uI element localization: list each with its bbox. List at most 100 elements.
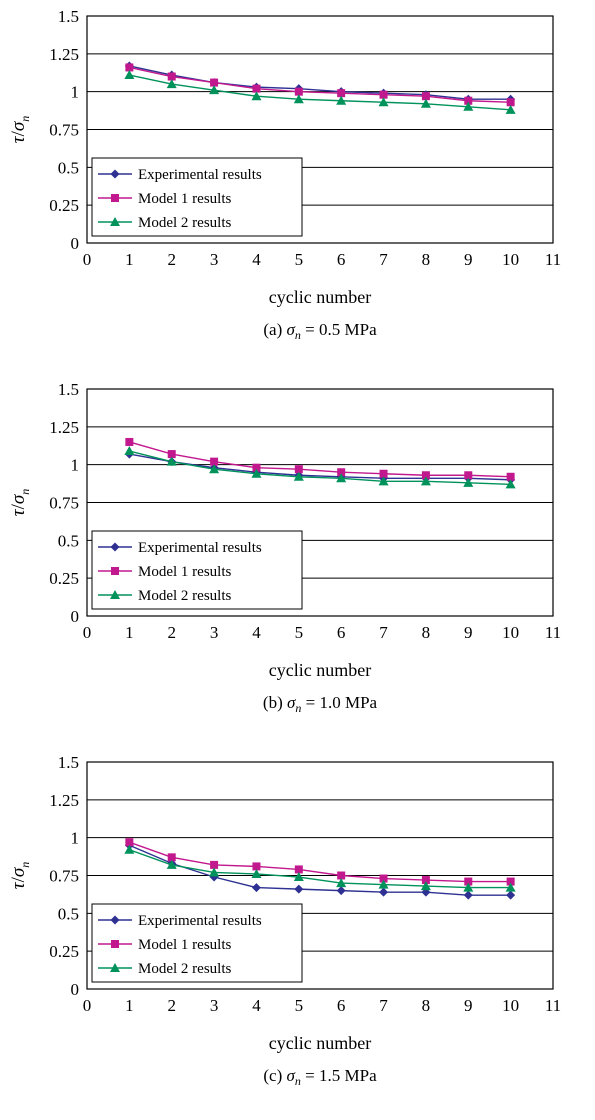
chart-panel-c: 0 0.25 0.5 0.75 1 1.25 1.5 0 1 2 3 4 5 6 7 8 9 10 11 cyclic…: [0, 746, 595, 1119]
data-point-series-1: [251, 883, 261, 893]
data-point-series-3: [420, 881, 431, 891]
data-point-series-2: [167, 853, 176, 862]
x-tick-label: 5: [295, 996, 304, 1015]
legend-box: [91, 157, 303, 237]
x-tick-label: 0: [83, 623, 92, 642]
legend-label-3: Model 2 results: [138, 588, 231, 604]
legend-label-1: Experimental results: [138, 540, 262, 556]
x-tick-label: 6: [337, 996, 346, 1015]
x-tick-label: 6: [337, 250, 346, 269]
legend-label-1: Experimental results: [138, 167, 262, 183]
x-axis-label: cyclic number: [269, 287, 371, 307]
y-label-denominator: σ: [8, 121, 29, 131]
data-point-series-2: [464, 877, 473, 886]
y-tick-label: 0.75: [49, 867, 79, 886]
series-line-1: [129, 65, 511, 100]
x-tick-label: 11: [545, 996, 561, 1015]
data-point-series-3: [166, 79, 177, 89]
data-point-series-3: [463, 882, 474, 892]
series-line-3: [129, 849, 511, 889]
series-line-3: [129, 450, 511, 486]
x-tick-label: 0: [83, 996, 92, 1015]
x-tick-label: 0: [83, 250, 92, 269]
x-axis-label: cyclic number: [269, 660, 371, 680]
x-tick-label: 8: [422, 623, 431, 642]
caption-prefix: (c): [263, 1066, 286, 1085]
data-point-series-3: [336, 473, 347, 483]
data-point-series-3: [378, 97, 389, 107]
data-point-series-3: [209, 464, 220, 474]
series-line-3: [129, 74, 511, 111]
data-point-series-3: [166, 456, 177, 466]
y-tick-label: 0.5: [58, 158, 79, 177]
data-point-series-3: [124, 70, 135, 80]
y-tick-label: 1.5: [58, 7, 79, 26]
caption-subscript: n: [295, 701, 301, 715]
legend-marker-3: [110, 217, 120, 226]
caption-symbol: σ: [287, 320, 296, 339]
y-tick-label: 0.25: [49, 942, 79, 961]
data-point-series-3: [420, 476, 431, 486]
y-tick-label: 1.5: [58, 753, 79, 772]
x-tick-label: 8: [422, 250, 431, 269]
y-label-slash: /: [8, 503, 29, 509]
x-tick-label: 5: [295, 250, 304, 269]
y-label-slash: /: [8, 876, 29, 882]
data-point-series-1: [209, 872, 219, 882]
x-tick-label: 8: [422, 996, 431, 1015]
data-point-series-1: [463, 890, 473, 900]
x-tick-label: 11: [545, 623, 561, 642]
series-line-2: [129, 66, 511, 103]
x-tick-label: 1: [125, 623, 134, 642]
data-point-series-2: [421, 876, 430, 885]
x-tick-label: 2: [167, 623, 176, 642]
data-point-series-3: [336, 95, 347, 105]
data-point-series-3: [293, 872, 304, 882]
y-tick-label: 1.25: [49, 418, 79, 437]
series-line-1: [129, 453, 511, 481]
legend-box: [91, 903, 303, 983]
legend-label-2: Model 1 results: [138, 937, 231, 953]
x-tick-label: 3: [210, 250, 219, 269]
legend-marker-2: [111, 567, 119, 575]
data-point-series-3: [463, 101, 474, 111]
x-tick-label: 7: [379, 250, 388, 269]
plot-area: [86, 761, 554, 990]
plot-area: [86, 388, 554, 617]
x-tick-label: 4: [252, 623, 261, 642]
chart-caption: (a) σn = 0.5 MPa: [263, 320, 377, 342]
x-tick-label: 3: [210, 623, 219, 642]
series-line-2: [129, 441, 511, 478]
y-tick-label: 0: [71, 607, 80, 626]
y-tick-label: 1.25: [49, 45, 79, 64]
y-tick-label: 1.5: [58, 380, 79, 399]
legend-marker-1: [110, 542, 120, 552]
legend-label-2: Model 1 results: [138, 191, 231, 207]
caption-subscript: n: [295, 1074, 301, 1088]
x-tick-label: 7: [379, 623, 388, 642]
y-tick-label: 0: [71, 980, 80, 999]
y-tick-label: 1: [71, 83, 80, 102]
chart-a-svg: 0 0.25 0.5 0.75 1 1.25 1.5 0 1 2 3 4 5 6 7 8 9 10 11 cyclic…: [8, 7, 561, 342]
y-label-denominator: σ: [8, 867, 29, 877]
data-point-series-2: [125, 838, 134, 847]
caption-prefix: (b): [263, 693, 287, 712]
data-point-series-3: [209, 867, 220, 877]
data-point-series-2: [294, 465, 303, 474]
data-point-series-2: [379, 90, 388, 99]
x-tick-label: 9: [464, 996, 473, 1015]
x-tick-label: 4: [252, 996, 261, 1015]
y-tick-label: 1: [71, 829, 80, 848]
y-tick-label: 0.75: [49, 121, 79, 140]
x-tick-label: 3: [210, 996, 219, 1015]
data-point-series-3: [209, 85, 220, 95]
chart-c-svg: 0 0.25 0.5 0.75 1 1.25 1.5 0 1 2 3 4 5 6 7 8 9 10 11 cyclic…: [8, 753, 561, 1088]
x-tick-label: 1: [125, 996, 134, 1015]
chart-b-svg: 0 0.25 0.5 0.75 1 1.25 1.5 0 1 2 3 4 5 6 7 8 9 10 11 cyclic…: [8, 380, 561, 715]
data-point-series-2: [252, 463, 261, 472]
data-point-series-1: [336, 886, 346, 896]
y-label-subscript: n: [18, 116, 32, 122]
y-tick-label: 0.25: [49, 196, 79, 215]
y-label-numerator: τ: [8, 135, 29, 143]
data-point-series-2: [125, 63, 134, 72]
